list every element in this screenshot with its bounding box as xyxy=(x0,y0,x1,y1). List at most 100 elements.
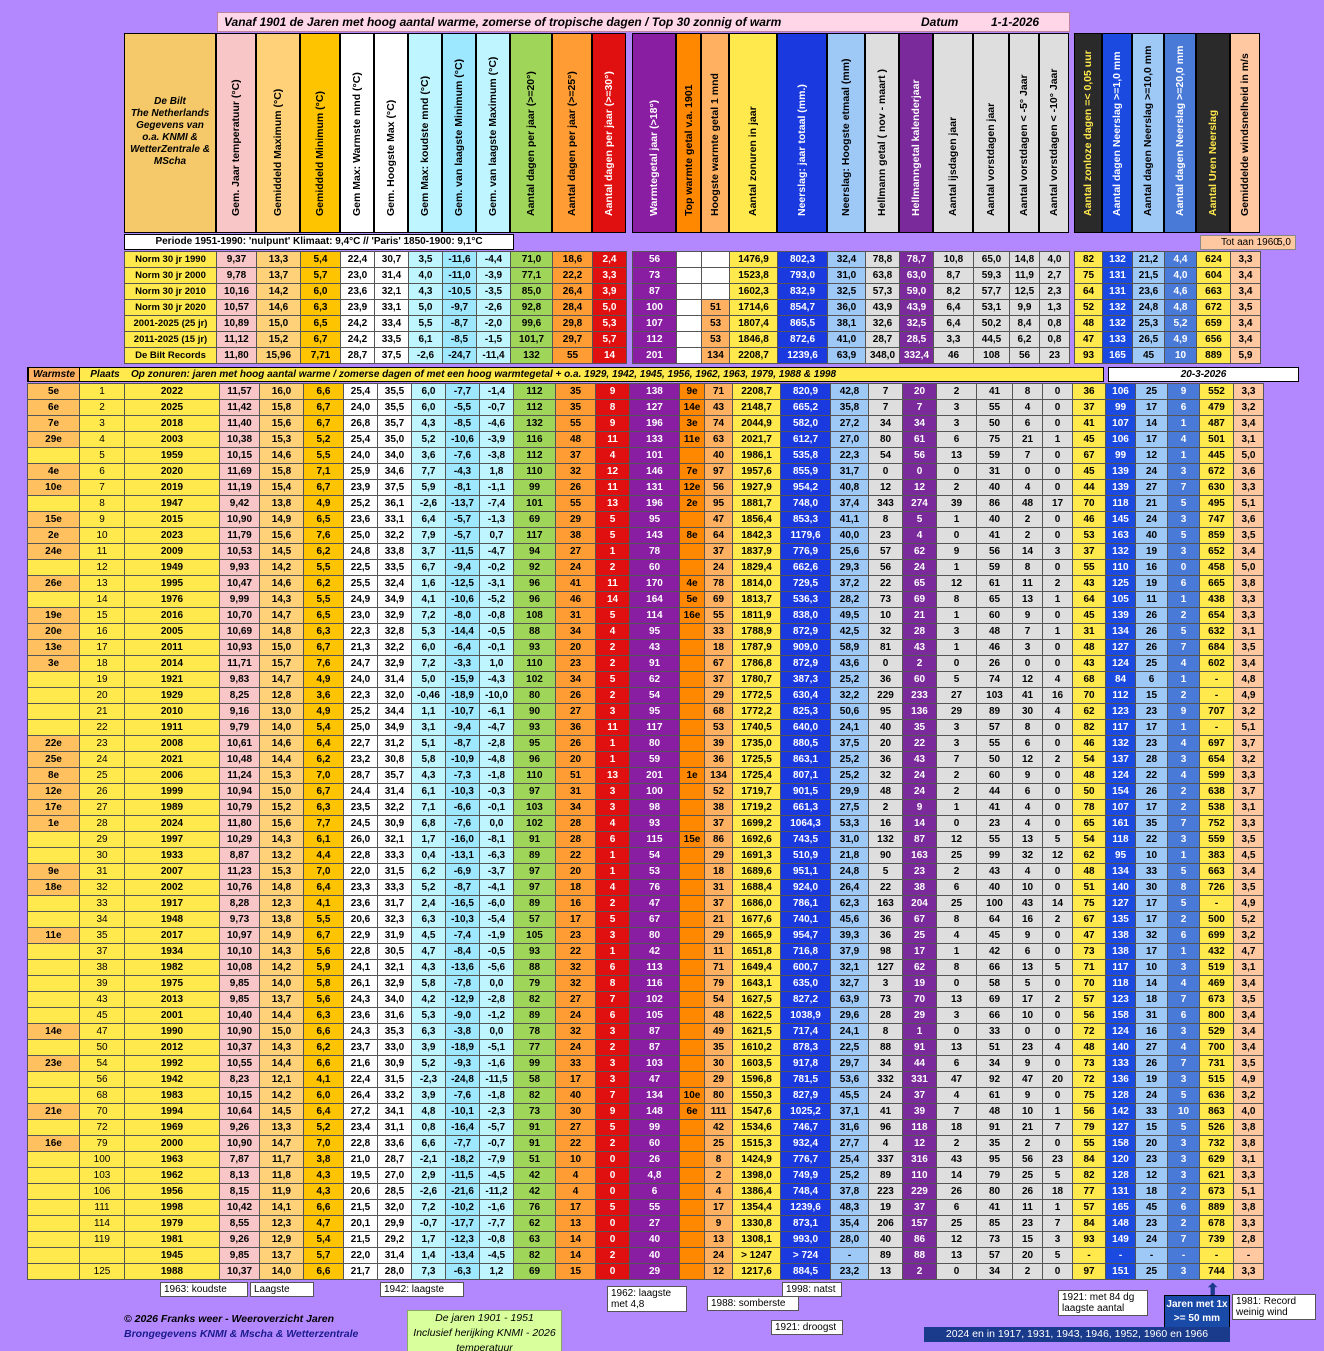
data-cell: 747 xyxy=(1199,511,1234,528)
data-cell: 1813,7 xyxy=(732,591,781,608)
table-row: 21e 70 1994 10,64 14,5 6,4 27,2 34,1 4,8 -10,1 -2,… xyxy=(27,1103,1264,1120)
data-cell: 1239,6 xyxy=(780,1199,831,1216)
data-cell: 29 xyxy=(902,1007,937,1024)
plaats-cell: 31 xyxy=(79,863,125,880)
data-cell: 33,0 xyxy=(377,1039,412,1056)
data-cell: 23 xyxy=(902,863,937,880)
data-cell: 14,6 xyxy=(259,447,304,464)
data-cell: 23 xyxy=(1135,1151,1168,1168)
note-droogst: 1921: droogst xyxy=(771,1320,843,1335)
data-cell: 3,2 xyxy=(1233,927,1264,944)
data-cell: 2 xyxy=(704,1167,733,1184)
year-cell: 2020 xyxy=(124,463,220,480)
plaats-cell: 29 xyxy=(79,831,125,848)
footer-credits: © 2026 Franks weer - Weeroverzicht Jaren… xyxy=(124,1312,358,1342)
data-cell: 1 xyxy=(936,639,977,656)
data-cell: 20 xyxy=(555,751,596,768)
data-cell: 4,5 xyxy=(1233,847,1264,864)
data-cell: 31,4 xyxy=(377,671,412,688)
data-cell: -18,2 xyxy=(445,1151,480,1168)
norm-cell: 45 xyxy=(1132,347,1165,364)
norm-cell: 3,3 xyxy=(592,267,627,284)
data-cell: 4,1 xyxy=(411,591,446,608)
table-row: 15e 9 2015 10,90 14,9 6,5 23,6 33,1 6,4 -5,7 -1,3 6… xyxy=(27,511,1264,528)
data-cell: 92 xyxy=(976,1071,1013,1088)
data-cell: 91 xyxy=(976,1119,1013,1136)
data-cell: 196 xyxy=(629,495,680,512)
data-cell: 55 xyxy=(976,399,1013,416)
norm-cell: 55 xyxy=(552,347,593,364)
data-cell: 43 xyxy=(902,639,937,656)
data-cell: 4,5 xyxy=(411,927,446,944)
data-cell: 15,6 xyxy=(259,415,304,432)
data-cell: 9,73 xyxy=(219,911,260,928)
table-row: 37 1934 10,10 14,3 5,6 22,8 30,5 4,7 -8,4 -0,5 93 2… xyxy=(27,943,1264,960)
data-cell: 859 xyxy=(1199,527,1234,544)
header-label: Aantal dagen per jaar (>=25°) xyxy=(566,71,578,216)
data-cell: 88 xyxy=(513,959,556,976)
data-cell: 3 xyxy=(1167,1263,1200,1280)
norm-cell: 52 xyxy=(1074,299,1103,316)
data-cell: 139 xyxy=(1105,607,1136,624)
data-cell: 12 xyxy=(704,1263,733,1280)
warmste-rank xyxy=(27,1151,80,1168)
table-row: 24e 11 2009 10,53 14,5 6,2 24,8 33,8 3,7 -11,5 -4,… xyxy=(27,543,1264,560)
data-cell: 11,23 xyxy=(219,863,260,880)
data-cell xyxy=(679,1231,705,1248)
data-cell: 78 xyxy=(704,575,733,592)
data-cell: 0 xyxy=(1167,559,1200,576)
header-col-10: Aantal dagen per jaar (>=30°) xyxy=(592,33,626,233)
warmste-rank xyxy=(27,1183,80,1200)
data-cell: 5,2 xyxy=(303,1119,344,1136)
data-cell: 6,6 xyxy=(303,1199,344,1216)
data-cell: 21 xyxy=(1012,431,1043,448)
data-cell: 10,79 xyxy=(219,799,260,816)
data-cell: 28,5 xyxy=(377,1183,412,1200)
data-cell: 11 xyxy=(704,943,733,960)
data-cell: 32,8 xyxy=(377,623,412,640)
warmste-rank xyxy=(27,959,80,976)
norm-cell: 50,2 xyxy=(973,315,1010,332)
data-cell: - xyxy=(1167,1247,1200,1264)
data-cell: 13 xyxy=(868,1263,903,1280)
data-cell: 1 xyxy=(902,1023,937,1040)
data-cell: 110 xyxy=(513,463,556,480)
data-cell: 5,1 xyxy=(411,735,446,752)
data-cell: 27 xyxy=(936,687,977,704)
data-cell: 101 xyxy=(513,495,556,512)
data-cell: 2 xyxy=(1167,911,1200,928)
data-cell: 163 xyxy=(1105,527,1136,544)
norm-cell xyxy=(676,299,702,316)
data-cell: 5 xyxy=(1167,527,1200,544)
data-cell: 740,1 xyxy=(780,911,831,928)
norm-cell: 53,1 xyxy=(973,299,1010,316)
data-cell: 32,0 xyxy=(377,687,412,704)
norm-cell: 47 xyxy=(1074,331,1103,348)
data-cell: 79 xyxy=(976,1167,1013,1184)
norm-cell: 656 xyxy=(1196,331,1231,348)
data-cell: 71 xyxy=(704,959,733,976)
data-cell: 6,7 xyxy=(303,479,344,496)
year-cell: 1917 xyxy=(124,895,220,912)
data-cell: 1725,4 xyxy=(732,767,781,784)
data-cell: 3,8 xyxy=(303,1151,344,1168)
data-cell: 165 xyxy=(1105,1199,1136,1216)
data-cell: 932,4 xyxy=(780,1135,831,1152)
data-cell: 26 xyxy=(1135,607,1168,624)
data-cell: 827,9 xyxy=(780,1087,831,1104)
data-cell: 665,2 xyxy=(780,399,831,416)
year-cell: 1959 xyxy=(124,447,220,464)
data-cell: 4,9 xyxy=(303,671,344,688)
data-cell: 2 xyxy=(902,1263,937,1280)
data-cell: 99 xyxy=(976,847,1013,864)
data-cell: 34 xyxy=(976,1263,1013,1280)
data-cell: 56 xyxy=(976,543,1013,560)
data-cell: 88 xyxy=(868,1039,903,1056)
data-cell: 632 xyxy=(1199,623,1234,640)
norm-cell: 6,3 xyxy=(300,299,341,316)
norm-cell: -9,7 xyxy=(442,299,477,316)
data-cell: 6,7 xyxy=(303,415,344,432)
data-cell: 138 xyxy=(1105,927,1136,944)
norm-cell xyxy=(626,283,633,300)
data-cell: 37,8 xyxy=(830,1183,869,1200)
